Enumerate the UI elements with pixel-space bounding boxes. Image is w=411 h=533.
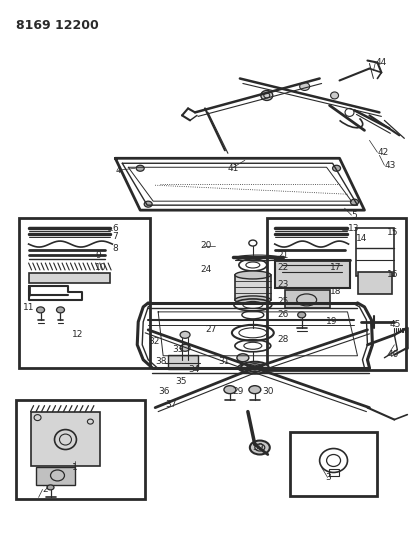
Ellipse shape (47, 485, 54, 490)
Text: 13: 13 (348, 224, 359, 232)
Text: 7: 7 (112, 231, 118, 240)
Text: 28: 28 (278, 335, 289, 344)
Bar (356, 228, 395, 276)
Text: 40: 40 (388, 350, 399, 359)
Text: 32: 32 (148, 337, 159, 346)
Text: 27: 27 (205, 325, 216, 334)
Ellipse shape (237, 354, 249, 362)
Ellipse shape (298, 312, 306, 318)
Text: 33: 33 (172, 345, 184, 354)
Text: 43: 43 (384, 161, 396, 170)
Ellipse shape (136, 165, 144, 171)
Text: 41: 41 (228, 164, 239, 173)
Text: 23: 23 (278, 280, 289, 289)
Ellipse shape (332, 165, 341, 171)
Bar (16, 400, 145, 499)
Text: 35: 35 (175, 377, 187, 386)
Text: 37: 37 (165, 400, 177, 409)
Text: 34: 34 (188, 365, 199, 374)
Text: 10: 10 (95, 263, 107, 272)
Ellipse shape (241, 362, 269, 374)
Bar (18, 218, 150, 368)
Text: 31: 31 (218, 357, 229, 366)
Bar (267, 218, 406, 370)
Text: 16: 16 (388, 270, 399, 279)
Text: 18: 18 (330, 287, 341, 296)
Text: 25: 25 (278, 297, 289, 306)
Text: 22: 22 (278, 263, 289, 272)
Text: 14: 14 (356, 233, 367, 243)
Text: 11: 11 (23, 303, 34, 312)
Ellipse shape (180, 332, 190, 338)
Bar (235, 275, 271, 300)
Text: 15: 15 (388, 228, 399, 237)
Text: 39: 39 (252, 443, 263, 452)
Ellipse shape (250, 441, 270, 455)
Ellipse shape (37, 307, 44, 313)
Text: 5: 5 (351, 211, 357, 220)
Text: 30: 30 (262, 387, 273, 396)
Ellipse shape (249, 386, 261, 394)
Text: 19: 19 (326, 317, 337, 326)
Text: 45: 45 (389, 320, 401, 329)
Text: 21: 21 (278, 251, 289, 260)
Bar (275, 260, 349, 288)
Bar (285, 290, 330, 308)
Text: 36: 36 (158, 387, 170, 396)
Bar (290, 432, 377, 496)
Text: 2: 2 (43, 485, 48, 494)
Ellipse shape (261, 91, 273, 100)
Ellipse shape (180, 344, 190, 351)
Bar (328, 470, 339, 477)
Ellipse shape (56, 307, 65, 313)
Text: 9: 9 (95, 251, 101, 260)
Text: 12: 12 (72, 330, 84, 340)
Bar (36, 467, 76, 486)
Text: 1: 1 (72, 463, 78, 472)
Bar (30, 411, 100, 466)
Text: 29: 29 (232, 387, 243, 396)
Ellipse shape (351, 199, 358, 205)
Text: 20: 20 (200, 240, 211, 249)
Text: 42: 42 (377, 148, 389, 157)
Text: 38: 38 (155, 357, 167, 366)
Text: 8: 8 (112, 244, 118, 253)
Text: 6: 6 (112, 224, 118, 232)
Ellipse shape (330, 92, 339, 99)
Ellipse shape (235, 296, 271, 304)
Ellipse shape (144, 201, 152, 207)
Text: 44: 44 (375, 58, 387, 67)
Ellipse shape (235, 271, 271, 279)
Ellipse shape (224, 386, 236, 394)
Text: 8169 12200: 8169 12200 (16, 19, 98, 31)
Bar (168, 355, 198, 369)
Bar (29, 273, 110, 283)
Text: 4: 4 (115, 166, 121, 175)
Text: 24: 24 (200, 265, 211, 274)
Text: 26: 26 (278, 310, 289, 319)
Bar (358, 272, 393, 294)
Text: 3: 3 (326, 473, 331, 482)
Text: 17: 17 (330, 263, 341, 272)
Ellipse shape (300, 83, 309, 91)
